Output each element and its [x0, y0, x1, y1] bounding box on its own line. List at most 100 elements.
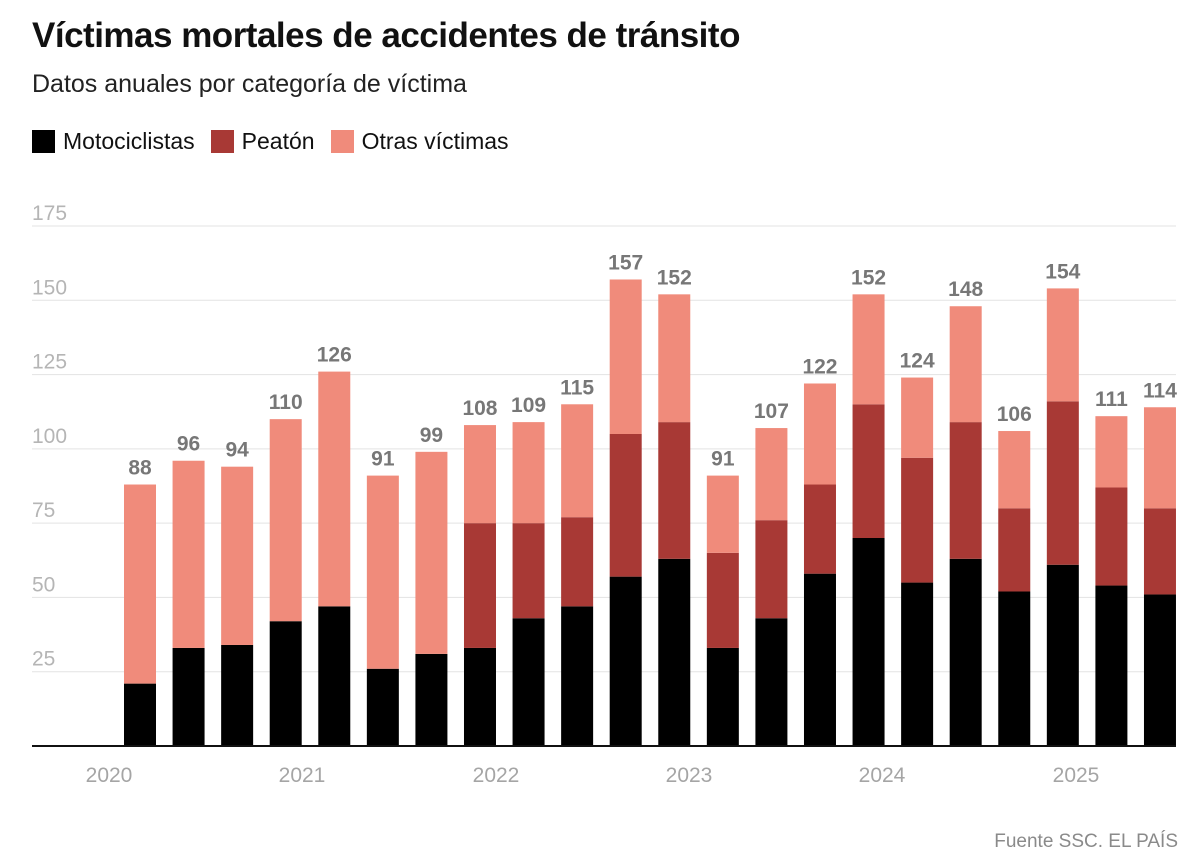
bar-segment-motociclistas-18	[998, 591, 1031, 746]
bar-segment-motociclistas-9	[561, 606, 594, 746]
data-label-total-14: 122	[802, 355, 837, 378]
legend-label-otras-victimas: Otras víctimas	[361, 128, 509, 154]
bar-segment-otras-víctimas-0	[124, 484, 156, 684]
bar-segment-peatón-15	[852, 404, 885, 538]
data-label-total-6: 99	[420, 424, 443, 447]
legend-swatch-motociclistas	[32, 130, 55, 153]
bar-segment-motociclistas-17	[949, 558, 982, 746]
bar-segment-motociclistas-3	[269, 621, 302, 746]
data-label-total-0: 88	[128, 457, 152, 480]
data-label-total-18: 106	[997, 403, 1032, 426]
bar-segment-otras-víctimas-3	[269, 419, 302, 622]
data-label-total-3: 110	[269, 391, 303, 414]
chart-title: Víctimas mortales de accidentes de tráns…	[32, 16, 740, 55]
x-tick-label-2022: 2022	[473, 764, 520, 787]
data-label-total-15: 152	[851, 266, 886, 289]
y-tick-label-25: 25	[32, 648, 55, 671]
bar-segment-otras-víctimas-1	[172, 460, 205, 648]
bar-segment-otras-víctimas-18	[998, 431, 1031, 509]
bar-segment-peatón-12	[706, 552, 739, 648]
bar-segment-otras-víctimas-4	[318, 371, 351, 607]
bar-segment-peatón-13	[755, 520, 788, 619]
bar-segment-motociclistas-19	[1046, 564, 1079, 746]
bar-segment-peatón-19	[1046, 401, 1079, 565]
chart-subtitle: Datos anuales por categoría de víctima	[32, 70, 467, 98]
data-label-total-19: 154	[1045, 260, 1080, 283]
data-label-total-13: 107	[754, 400, 789, 423]
data-label-total-2: 94	[225, 439, 249, 462]
bar-segment-peatón-20	[1095, 487, 1128, 586]
data-label-total-1: 96	[177, 433, 200, 456]
bar-segment-peatón-14	[803, 484, 836, 574]
bar-segment-peatón-10	[609, 434, 642, 577]
data-label-total-9: 115	[560, 376, 594, 399]
bar-segment-motociclistas-12	[706, 647, 739, 746]
bar-segment-motociclistas-15	[852, 538, 885, 746]
data-label-total-16: 124	[900, 350, 935, 373]
bar-segment-motociclistas-5	[366, 668, 399, 746]
data-label-total-8: 109	[511, 394, 546, 417]
bar-segment-peatón-9	[561, 517, 594, 607]
bar-segment-peatón-17	[949, 422, 982, 559]
bar-segment-motociclistas-10	[609, 576, 642, 746]
bar-segment-motociclistas-0	[124, 683, 156, 746]
bar-segment-motociclistas-7	[463, 647, 496, 746]
bar-segment-motociclistas-21	[1143, 594, 1176, 746]
bar-segment-otras-víctimas-13	[755, 428, 788, 521]
bar-segment-motociclistas-2	[221, 644, 254, 746]
bar-segment-otras-víctimas-8	[512, 422, 545, 524]
bars	[124, 279, 1176, 746]
y-tick-label-100: 100	[32, 425, 67, 448]
y-tick-label-75: 75	[32, 499, 55, 522]
legend-item-otras-victimas: Otras víctimas	[330, 128, 509, 155]
y-tick-label-50: 50	[32, 573, 55, 596]
data-label-total-4: 126	[317, 344, 352, 367]
bar-segment-otras-víctimas-15	[852, 294, 885, 405]
bar-segment-otras-víctimas-14	[803, 383, 836, 485]
bar-segment-otras-víctimas-20	[1095, 416, 1128, 488]
data-label-total-10: 157	[608, 251, 643, 274]
bar-segment-otras-víctimas-9	[561, 404, 594, 518]
bar-segment-peatón-8	[512, 523, 545, 619]
source-note: Fuente SSC. EL PAÍS	[994, 831, 1178, 852]
bar-segment-otras-víctimas-5	[366, 475, 399, 669]
data-label-total-5: 91	[371, 448, 395, 471]
y-tick-label-150: 150	[32, 276, 67, 299]
bar-segment-otras-víctimas-11	[658, 294, 691, 423]
bar-segment-motociclistas-6	[415, 653, 448, 746]
bar-segment-motociclistas-1	[172, 647, 205, 746]
bar-segment-otras-víctimas-6	[415, 451, 448, 654]
legend-swatch-peaton	[210, 130, 234, 153]
data-label-total-20: 111	[1095, 388, 1128, 411]
x-tick-label-2020: 2020	[86, 764, 133, 787]
x-tick-label-2023: 2023	[666, 764, 713, 787]
bar-segment-otras-víctimas-10	[609, 279, 642, 434]
legend-swatch-otras-victimas	[330, 130, 354, 153]
bar-segment-peatón-7	[463, 523, 496, 648]
y-tick-label-125: 125	[32, 351, 67, 374]
x-tick-label-2024: 2024	[859, 764, 906, 787]
data-label-total-17: 148	[948, 278, 983, 301]
x-tick-label-2021: 2021	[279, 764, 326, 787]
bar-segment-otras-víctimas-16	[901, 377, 934, 458]
data-label-total-11: 152	[657, 266, 692, 289]
legend-label-motociclistas: Motociclistas	[63, 128, 195, 154]
bar-segment-motociclistas-11	[658, 558, 691, 746]
bar-segment-motociclistas-4	[318, 606, 351, 746]
bar-segment-peatón-21	[1143, 508, 1176, 595]
bar-segment-motociclistas-8	[512, 618, 545, 746]
bar-segment-motociclistas-13	[755, 618, 788, 746]
bar-segment-otras-víctimas-12	[706, 475, 739, 553]
legend: Motociclistas Peatón Otras víctimas	[32, 128, 509, 155]
bar-segment-otras-víctimas-21	[1143, 407, 1176, 509]
bar-segment-motociclistas-20	[1095, 585, 1128, 746]
bar-segment-peatón-18	[998, 508, 1031, 592]
axes: 25 50 75 100 125 150 175 2020 2021 2022 2023 2024 20…	[32, 202, 1176, 787]
legend-item-motociclistas: Motociclistas	[32, 128, 195, 155]
legend-label-peaton: Peatón	[241, 128, 315, 154]
bar-segment-motociclistas-14	[803, 573, 836, 746]
bar-segment-otras-víctimas-2	[221, 466, 254, 645]
data-label-total-21: 114	[1143, 379, 1177, 402]
bar-segment-otras-víctimas-7	[463, 425, 496, 524]
